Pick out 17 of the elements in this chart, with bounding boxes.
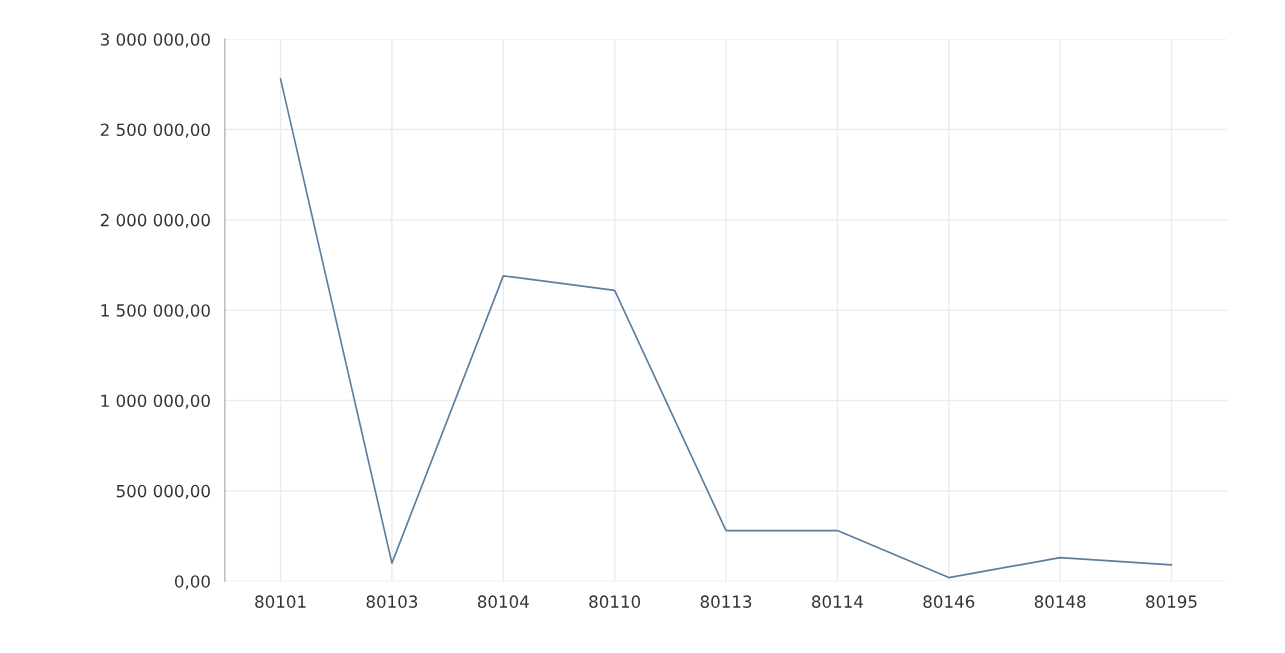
y-tick-label: 2 500 000,00 — [100, 123, 210, 138]
x-tick-label: 80114 — [812, 595, 863, 608]
line-series — [279, 78, 1173, 579]
y-tick-label: 1 000 000,00 — [101, 394, 210, 409]
y-tick-label: 3 000 000,00 — [100, 33, 210, 48]
x-tick-label: 80103 — [366, 595, 418, 608]
x-tick-label: 80195 — [1146, 595, 1197, 608]
y-tick-label: 500 000,00 — [116, 484, 210, 500]
x-tick-label: 80113 — [700, 595, 752, 608]
x-tick-label: 80104 — [477, 595, 529, 608]
x-tick-label: 80110 — [589, 595, 641, 608]
x-tick-label: 80101 — [255, 595, 306, 608]
y-tick-label: 2 000 000,00 — [100, 213, 210, 229]
x-tick-label: 80148 — [1034, 595, 1086, 608]
y-tick-label: 1 500 000,00 — [101, 304, 210, 319]
x-tick-label: 80146 — [923, 595, 975, 608]
y-tick-label: 0,00 — [174, 575, 210, 590]
